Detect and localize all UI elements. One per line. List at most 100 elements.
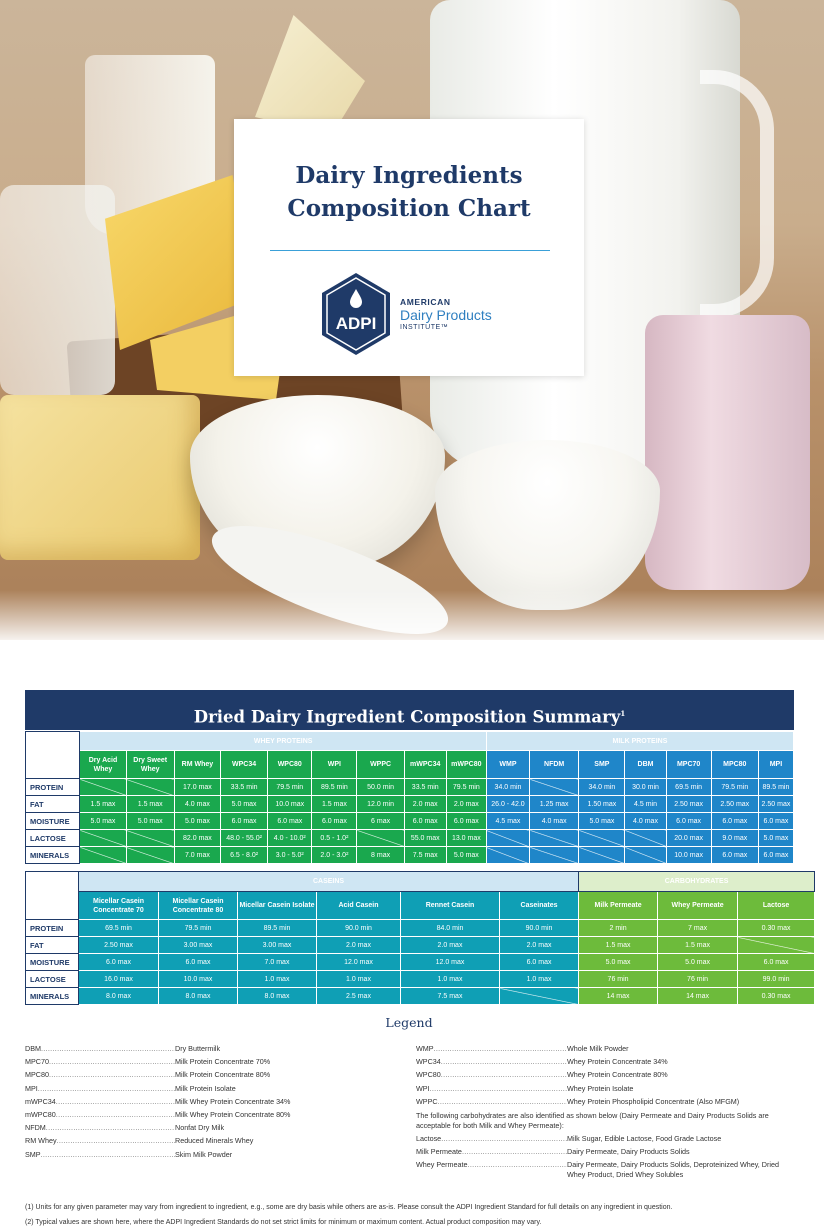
table-row: PROTEIN 69.5 min 79.5 min 89.5 min 90.0 min 8… <box>25 919 816 937</box>
column-header-mpc80: MPC80 <box>710 750 759 779</box>
table-cell <box>529 778 580 796</box>
blue-cheese-wedge <box>255 15 365 135</box>
table-cell: 79.5 min <box>267 778 313 796</box>
footnote-2: (2) Typical values are shown here, where… <box>25 1219 542 1226</box>
legend-definition: Reduced Minerals Whey <box>175 1136 254 1146</box>
row-label-protein: PROTEIN <box>25 919 79 937</box>
table-cell: 50.0 min <box>356 778 405 796</box>
table-cell: 6.0 max <box>267 812 313 830</box>
legend-definition: Dairy Permeate, Dairy Products Solids <box>567 1146 690 1156</box>
legend-definition: Skim Milk Powder <box>175 1149 233 1159</box>
column-header-mpc70: MPC70 <box>665 750 712 779</box>
leader-dots: ........................................… <box>440 1070 567 1080</box>
logo-org-line-1: AMERICAN <box>400 297 451 307</box>
legend-entry: SMP.....................................… <box>25 1150 355 1163</box>
table-cell <box>498 987 580 1005</box>
row-label-moisture: MOISTURE <box>25 953 79 971</box>
column-header-wpi: WPI <box>311 750 358 779</box>
table-cell <box>125 829 175 847</box>
whey-milk-table: WHEY PROTEINS MILK PROTEINS Dry Acid Whe… <box>24 731 795 864</box>
title-line-1: Dairy Ingredients <box>295 162 523 189</box>
table-cell: 6.0 max <box>445 812 487 830</box>
legend-carb-note: The following carbohydrates are also ide… <box>416 1110 769 1130</box>
legend-abbreviation: mWPC34 <box>25 1096 56 1106</box>
leader-dots: ........................................… <box>437 1096 567 1106</box>
table-cell <box>578 829 626 847</box>
table-cell: 4.5 max <box>485 812 531 830</box>
berry-smoothie-glass <box>645 315 810 590</box>
column-header-dry-acid-whey: Dry Acid Whey <box>79 750 127 779</box>
legend-definition: Milk Sugar, Edible Lactose, Food Grade L… <box>567 1133 722 1143</box>
table-cell: 1.5 max <box>125 795 175 813</box>
legend-definition: Whey Protein Isolate <box>567 1083 634 1093</box>
table-cell: 30.0 min <box>624 778 667 796</box>
legend-definition: Milk Whey Protein Concentrate 80% <box>175 1109 291 1119</box>
table-cell: 6.0 max <box>665 812 712 830</box>
column-header-whey-permeate: Whey Permeate <box>657 891 739 920</box>
table-cell: 3.00 max <box>158 936 238 954</box>
table-row: FAT 2.50 max 3.00 max 3.00 max 2.0 max 2.0 ma… <box>25 936 816 954</box>
table-cell: 2.50 max <box>710 795 759 813</box>
legend-abbreviation: SMP <box>25 1149 41 1159</box>
table-cell: 34.0 min <box>485 778 531 796</box>
logo-mark-text: ADPI <box>336 314 377 333</box>
legend-definition: Milk Protein Concentrate 70% <box>175 1057 271 1067</box>
table-cell: 2.50 max <box>757 795 795 813</box>
column-header-micellar-casein-concentrate-80: Micellar Casein Concentrate 80 <box>158 891 238 920</box>
column-header-dbm: DBM <box>624 750 667 779</box>
table-cell: 2 min <box>578 919 659 937</box>
row-label-lactose: LACTOSE <box>25 970 79 988</box>
table-cell: 1.0 max <box>498 970 580 988</box>
column-header-mpi: MPI <box>757 750 795 779</box>
legend-left-column: DBM.....................................… <box>25 1044 355 1163</box>
table-row: MINERALS 8.0 max 8.0 max 8.0 max 2.5 max 7.5 … <box>25 987 816 1005</box>
table-corner <box>25 871 79 920</box>
row-label-minerals: MINERALS <box>25 987 79 1005</box>
adpi-hexagon-icon: ADPI <box>322 273 390 355</box>
leader-dots: ........................................… <box>37 1083 175 1093</box>
logo-org-line-3: INSTITUTE™ <box>400 324 449 331</box>
table-cell: 12.0 max <box>316 953 401 971</box>
butter-block <box>0 395 200 560</box>
table-cell: 6.0 max <box>757 846 795 864</box>
table-cell: 16.0 max <box>78 970 159 988</box>
table-cell: 2.50 max <box>665 795 712 813</box>
legend-definition: Milk Protein Concentrate 80% <box>175 1070 271 1080</box>
legend-abbreviation: WPC34 <box>416 1057 441 1067</box>
yogurt-bowl <box>435 440 660 610</box>
table-cell: 55.0 max <box>403 829 447 847</box>
table-cell: 2.0 max <box>403 795 447 813</box>
column-header-milk-permeate: Milk Permeate <box>578 891 659 920</box>
page-title: Dairy Ingredients Composition Chart <box>234 159 584 225</box>
legend-entry: NFDM....................................… <box>25 1123 355 1136</box>
table-cell: 89.5 min <box>757 778 795 796</box>
table-cell: 5.0 max <box>445 846 487 864</box>
table-cell: 7.0 max <box>237 953 317 971</box>
leader-dots: ........................................… <box>440 1057 567 1067</box>
table-cell: 13.0 max <box>445 829 487 847</box>
table-cell: 1.50 max <box>578 795 626 813</box>
hero-fade <box>0 590 824 640</box>
table-corner <box>24 731 81 779</box>
legend-definition: Dry Buttermilk <box>175 1044 221 1053</box>
table-cell: 5.0 max <box>125 812 175 830</box>
table-cell: 76 min <box>578 970 659 988</box>
table-cell: 8.0 max <box>78 987 159 1005</box>
legend-definition: Whey Protein Concentrate 80% <box>567 1070 668 1080</box>
table-cell: 5.0 max <box>79 812 127 830</box>
table-cell <box>79 846 127 864</box>
table-cell: 1.0 max <box>316 970 401 988</box>
legend-abbreviation: WPPC <box>416 1096 438 1106</box>
footnote-1: (1) Units for any given parameter may va… <box>25 1204 673 1211</box>
leader-dots: ........................................… <box>55 1096 175 1106</box>
title-divider <box>270 250 550 251</box>
legend-entry: Whey Permeate...........................… <box>416 1160 788 1180</box>
legend-abbreviation: Lactose <box>416 1133 442 1143</box>
table-cell: 89.5 min <box>311 778 358 796</box>
pitcher-handle <box>700 70 774 318</box>
legend-abbreviation: MPC80 <box>25 1070 49 1080</box>
table-cell: 9.0 max <box>710 829 759 847</box>
table-cell: 17.0 max <box>173 778 222 796</box>
table-cell: 5.0 max <box>173 812 222 830</box>
table-cell: 90.0 min <box>316 919 401 937</box>
